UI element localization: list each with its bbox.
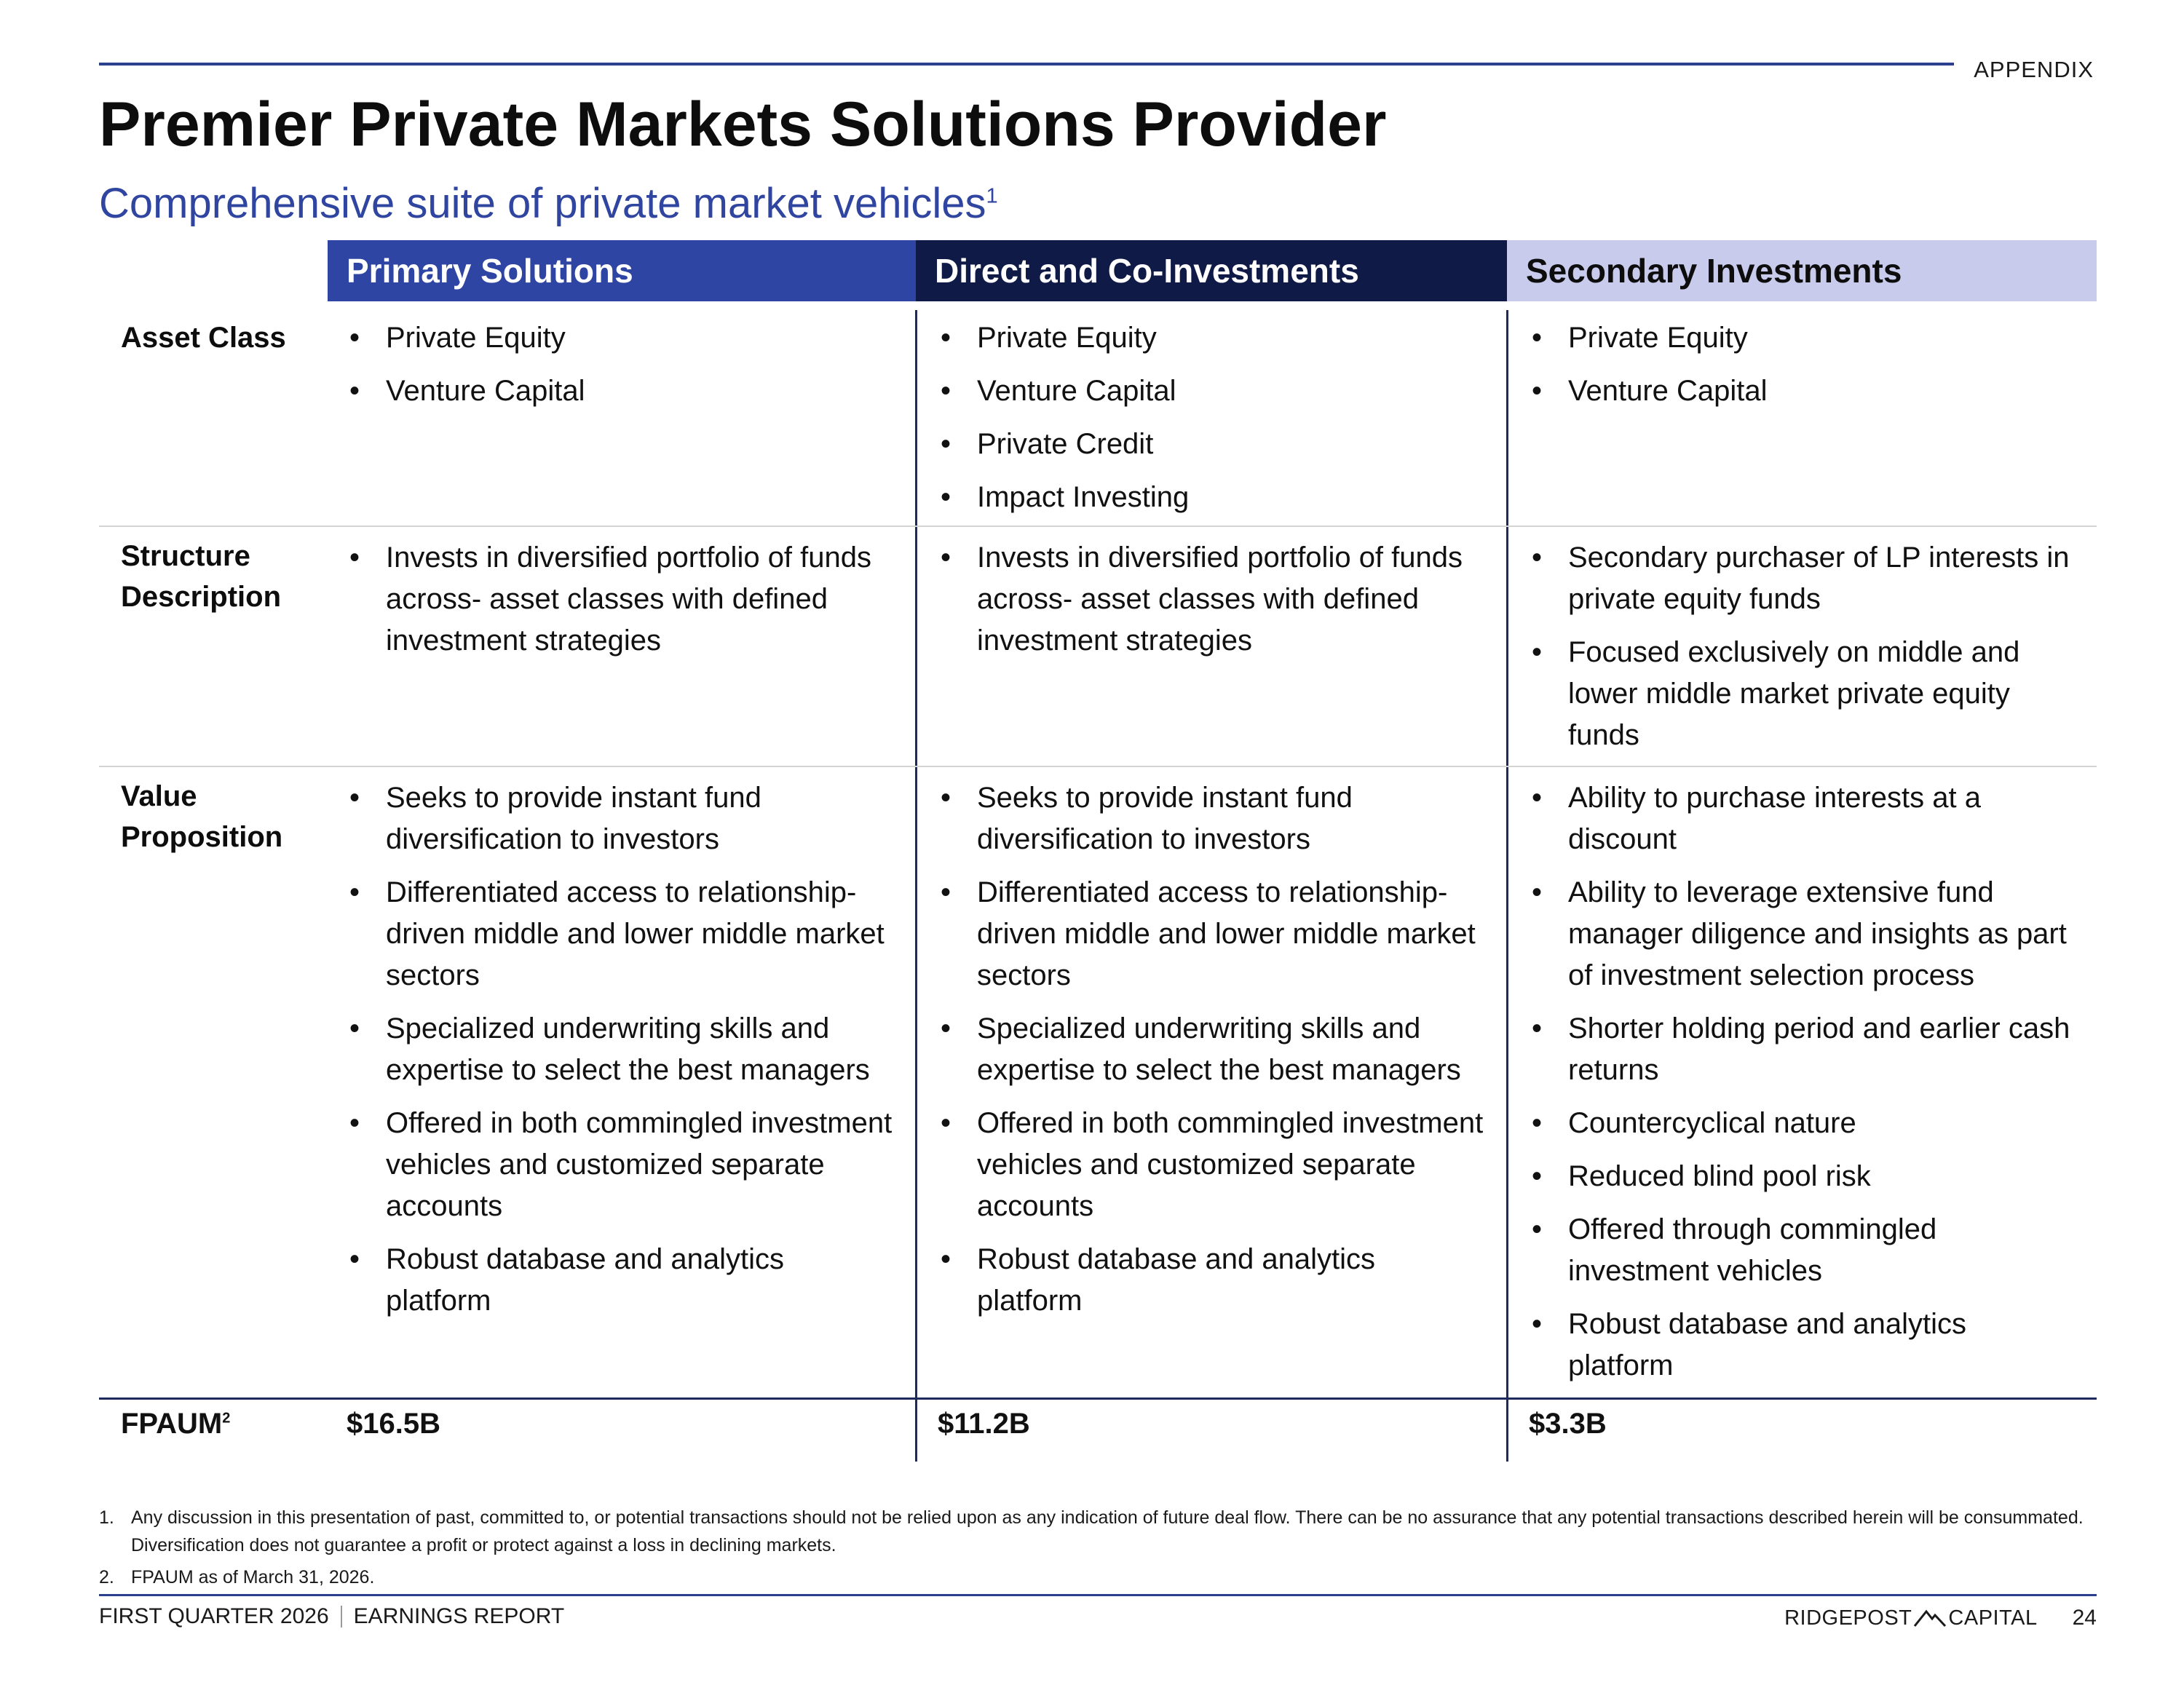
column-divider — [1506, 310, 1508, 1462]
list-item: Robust database and analytics platform — [925, 1239, 1485, 1322]
bullet-list: Seeks to provide instant fund diversific… — [925, 777, 1485, 1322]
list-item: Differentiated access to relationship-dr… — [333, 872, 894, 996]
list-item: Offered in both commingled investment ve… — [925, 1103, 1485, 1227]
cell-secondary-asset-class: Private Equity Venture Capital — [1516, 317, 2076, 424]
page-title: Premier Private Markets Solutions Provid… — [99, 90, 1387, 159]
row-label-value-proposition: Value Proposition — [121, 776, 282, 857]
footer-report-name: EARNINGS REPORT — [353, 1604, 565, 1628]
cell-direct-value-proposition: Seeks to provide instant fund diversific… — [925, 777, 1485, 1333]
footnote: 2. FPAUM as of March 31, 2026. — [99, 1563, 2086, 1591]
fpaum-divider — [99, 1397, 2097, 1400]
logo-text-left: RIDGEPOST — [1784, 1606, 1912, 1630]
list-item: Focused exclusively on middle and lower … — [1516, 632, 2076, 756]
footer-right: RIDGEPOST CAPITAL 24 — [1784, 1606, 2097, 1630]
list-item: Venture Capital — [925, 370, 1485, 412]
bullet-list: Private Equity Venture Capital Private C… — [925, 317, 1485, 518]
row-label-text: Asset Class — [121, 322, 286, 354]
list-item: Ability to leverage extensive fund manag… — [1516, 872, 2076, 996]
cell-direct-asset-class: Private Equity Venture Capital Private C… — [925, 317, 1485, 530]
list-item: Invests in diversified portfolio of fund… — [925, 537, 1485, 662]
row-label-text: Proposition — [121, 821, 283, 853]
list-item: Countercyclical nature — [1516, 1103, 2076, 1144]
column-header-primary-solutions: Primary Solutions — [328, 240, 916, 301]
list-item: Secondary purchaser of LP interests in p… — [1516, 537, 2076, 620]
list-item: Venture Capital — [1516, 370, 2076, 412]
bullet-list: Ability to purchase interests at a disco… — [1516, 777, 2076, 1387]
list-item: Seeks to provide instant fund diversific… — [925, 777, 1485, 860]
bullet-list: Invests in diversified portfolio of fund… — [333, 537, 894, 662]
row-label-text: Value — [121, 780, 197, 812]
footer-rule — [99, 1594, 2097, 1596]
list-item: Invests in diversified portfolio of fund… — [333, 537, 894, 662]
column-divider — [915, 310, 917, 1462]
cell-secondary-structure: Secondary purchaser of LP interests in p… — [1516, 537, 2076, 768]
column-header-direct-co-investments: Direct and Co-Investments — [916, 240, 1507, 301]
row-label-text: Description — [121, 581, 282, 613]
list-item: Specialized underwriting skills and expe… — [333, 1008, 894, 1091]
list-item: Robust database and analytics platform — [1516, 1304, 2076, 1387]
cell-primary-structure: Invests in diversified portfolio of fund… — [333, 537, 894, 673]
list-item: Venture Capital — [333, 370, 894, 412]
row-label-structure-description: Structure Description — [121, 536, 281, 617]
list-item: Offered in both commingled investment ve… — [333, 1103, 894, 1227]
list-item: Impact Investing — [925, 477, 1485, 518]
bullet-list: Secondary purchaser of LP interests in p… — [1516, 537, 2076, 756]
list-item: Reduced blind pool risk — [1516, 1156, 2076, 1197]
footnote-number: 1. — [99, 1507, 114, 1528]
bullet-list: Seeks to provide instant fund diversific… — [333, 777, 894, 1322]
cell-secondary-value-proposition: Ability to purchase interests at a disco… — [1516, 777, 2076, 1398]
bullet-list: Private Equity Venture Capital — [333, 317, 894, 412]
footnote-ref: 1 — [986, 184, 998, 208]
row-divider — [99, 766, 2097, 767]
fpaum-value-secondary: $3.3B — [1529, 1408, 1607, 1440]
subtitle-text: Comprehensive suite of private market ve… — [99, 180, 986, 227]
cell-primary-asset-class: Private Equity Venture Capital — [333, 317, 894, 424]
footnote-text: FPAUM as of March 31, 2026. — [131, 1567, 375, 1587]
header-rule — [99, 63, 1954, 66]
bullet-list: Invests in diversified portfolio of fund… — [925, 537, 1485, 662]
fpaum-value-primary: $16.5B — [347, 1408, 440, 1440]
list-item: Seeks to provide instant fund diversific… — [333, 777, 894, 860]
footer-period: FIRST QUARTER 2026 — [99, 1604, 329, 1628]
cell-direct-structure: Invests in diversified portfolio of fund… — [925, 537, 1485, 673]
list-item: Private Equity — [925, 317, 1485, 359]
bullet-list: Private Equity Venture Capital — [1516, 317, 2076, 412]
footnote: 1. Any discussion in this presentation o… — [99, 1504, 2086, 1559]
list-item: Offered through commingled investment ve… — [1516, 1209, 2076, 1292]
page-number: 24 — [2072, 1606, 2097, 1630]
column-header-secondary-investments: Secondary Investments — [1507, 240, 2097, 301]
row-label-text: Structure — [121, 540, 250, 572]
footnotes: 1. Any discussion in this presentation o… — [99, 1504, 2086, 1595]
fpaum-value-direct: $11.2B — [938, 1408, 1030, 1440]
cell-primary-value-proposition: Seeks to provide instant fund diversific… — [333, 777, 894, 1333]
company-logo: RIDGEPOST CAPITAL — [1784, 1606, 2038, 1630]
logo-text-right: CAPITAL — [1948, 1606, 2038, 1630]
list-item: Differentiated access to relationship-dr… — [925, 872, 1485, 996]
footnote-ref: 2 — [222, 1410, 231, 1427]
list-item: Specialized underwriting skills and expe… — [925, 1008, 1485, 1091]
row-label-asset-class: Asset Class — [121, 317, 286, 358]
page-subtitle: Comprehensive suite of private market ve… — [99, 179, 998, 228]
section-label: APPENDIX — [1974, 57, 2094, 82]
row-divider — [99, 526, 2097, 527]
footer-report-label: FIRST QUARTER 2026 EARNINGS REPORT — [99, 1604, 564, 1629]
row-label-text: FPAUM — [121, 1408, 223, 1440]
footer-separator — [340, 1606, 342, 1627]
list-item: Private Credit — [925, 424, 1485, 465]
footnote-text: Any discussion in this presentation of p… — [131, 1507, 2084, 1555]
list-item: Private Equity — [333, 317, 894, 359]
footnote-number: 2. — [99, 1567, 114, 1587]
list-item: Ability to purchase interests at a disco… — [1516, 777, 2076, 860]
mountain-logo-icon — [1914, 1609, 1947, 1627]
row-label-fpaum: FPAUM2 — [121, 1408, 230, 1440]
list-item: Robust database and analytics platform — [333, 1239, 894, 1322]
list-item: Private Equity — [1516, 317, 2076, 359]
list-item: Shorter holding period and earlier cash … — [1516, 1008, 2076, 1091]
